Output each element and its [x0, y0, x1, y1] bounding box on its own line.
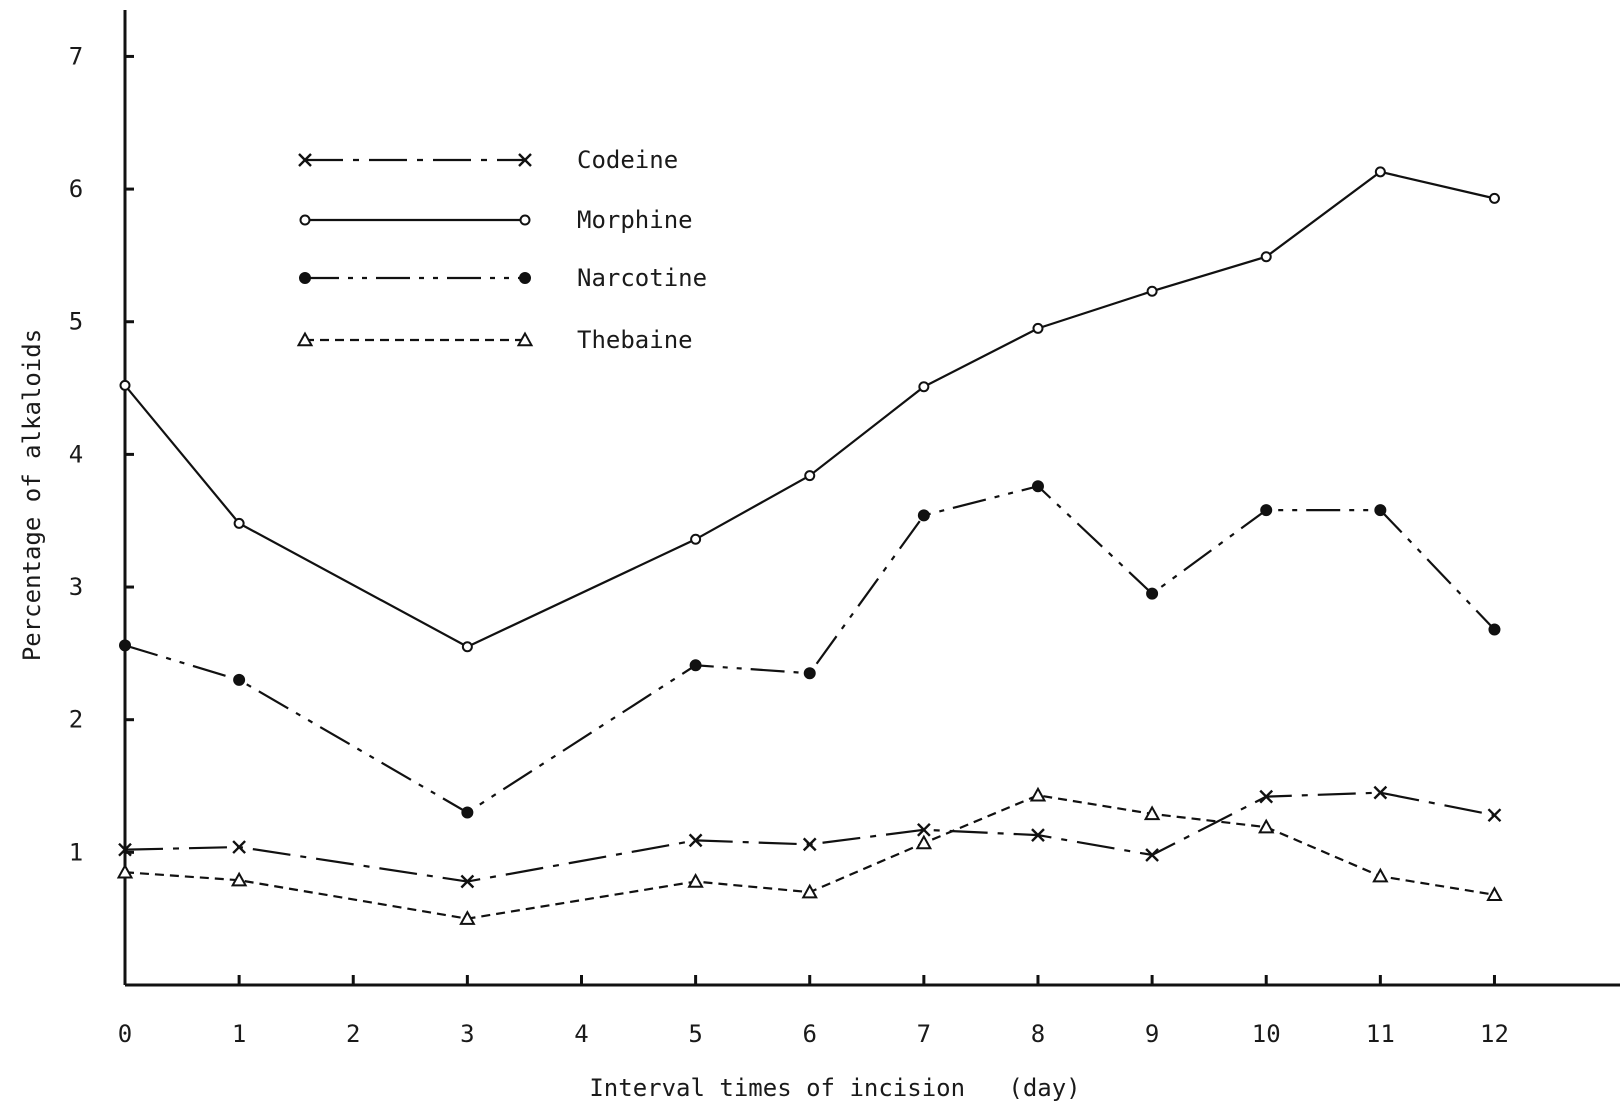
series-narcotine-point-marker	[803, 667, 816, 680]
series-thebaine-point-marker	[116, 863, 134, 879]
x-tick-label: 9	[1145, 1020, 1159, 1048]
series-narcotine-point-marker	[1146, 587, 1159, 600]
y-tick-label: 2	[69, 706, 83, 734]
legend-morphine-marker	[519, 214, 531, 226]
legend-item-morphine: Morphine	[299, 206, 693, 234]
x-tick-label: 1	[232, 1020, 246, 1048]
series-narcotine-point-marker	[917, 509, 930, 522]
y-tick-label: 6	[69, 175, 83, 203]
legend-thebaine-marker	[516, 331, 534, 347]
series-narcotine-point-marker	[689, 659, 702, 672]
legend-morphine-marker	[299, 214, 311, 226]
series-codeine-point-marker	[802, 837, 817, 852]
series-thebaine	[116, 786, 1503, 925]
y-tick-label: 5	[69, 308, 83, 336]
series-morphine-line	[124, 170, 1495, 648]
x-tick-label: 0	[118, 1020, 132, 1048]
legend-item-thebaine: Thebaine	[296, 326, 693, 354]
x-tick-label: 11	[1366, 1020, 1395, 1048]
series-morphine-point-marker	[1488, 192, 1500, 204]
series-morphine-point-marker	[1374, 166, 1386, 178]
x-tick-label: 10	[1252, 1020, 1281, 1048]
series-narcotine-point-marker	[1374, 504, 1387, 517]
legend-narcotine-marker	[299, 272, 311, 284]
series-codeine-point-marker	[118, 842, 132, 857]
series-thebaine-point-marker	[1486, 886, 1503, 901]
x-ticks: 0 1 2 3 4 5 6 7 8 9 10 11 12	[118, 975, 1509, 1048]
series-narcotine	[119, 480, 1501, 819]
series-thebaine-point-marker	[801, 883, 818, 899]
series-codeine	[118, 785, 1502, 889]
x-tick-label: 3	[460, 1020, 474, 1048]
legend-label-narcotine: Narcotine	[577, 264, 707, 292]
series-morphine	[119, 166, 1500, 653]
series-codeine-point-marker	[1145, 848, 1159, 862]
series-morphine-point-marker	[1146, 285, 1158, 297]
series-morphine-point-marker	[1260, 251, 1272, 263]
series-morphine-point-marker	[690, 533, 702, 545]
series-layer	[116, 166, 1503, 925]
series-thebaine-point-marker	[915, 834, 933, 850]
series-thebaine-point-marker	[1029, 786, 1047, 802]
series-codeine-point-marker	[1031, 828, 1045, 842]
series-narcotine-point-marker	[1488, 623, 1501, 636]
x-tick-label: 2	[346, 1020, 360, 1048]
series-thebaine-point-marker	[1372, 867, 1389, 883]
series-narcotine-point-marker	[1260, 504, 1273, 517]
series-thebaine-point-marker	[1258, 818, 1275, 834]
legend-label-thebaine: Thebaine	[577, 326, 693, 354]
x-tick-label: 8	[1031, 1020, 1045, 1048]
legend-narcotine-marker	[519, 272, 531, 284]
series-codeine-line	[124, 791, 1495, 883]
series-codeine-point-marker	[460, 874, 475, 889]
series-codeine-point-marker	[1487, 808, 1502, 823]
legend-codeine-marker	[518, 153, 532, 167]
series-narcotine-point-marker	[461, 806, 474, 819]
x-tick-label: 4	[574, 1020, 588, 1048]
y-axis-title: Percentage of alkaloids	[18, 329, 46, 661]
y-tick-label: 1	[69, 838, 83, 866]
series-narcotine-line	[124, 485, 1496, 814]
series-morphine-point-marker	[1032, 322, 1044, 334]
legend-label-codeine: Codeine	[577, 146, 678, 174]
series-narcotine-point-marker	[119, 639, 131, 652]
x-axis-title: Interval times of incision (day)	[589, 1074, 1080, 1102]
series-thebaine-point-marker	[459, 910, 476, 925]
x-tick-label: 12	[1480, 1020, 1509, 1048]
legend-item-narcotine: Narcotine	[299, 264, 707, 292]
series-morphine-point-marker	[233, 517, 245, 529]
axes	[123, 10, 1620, 987]
series-thebaine-point-marker	[687, 872, 704, 888]
series-morphine-point-marker	[119, 379, 131, 391]
series-narcotine-point-marker	[1031, 480, 1044, 493]
y-tick-label: 7	[69, 42, 83, 70]
x-tick-label: 6	[803, 1020, 817, 1048]
y-tick-label: 4	[69, 440, 83, 468]
x-tick-label: 7	[917, 1020, 931, 1048]
series-thebaine-point-marker	[1143, 805, 1161, 821]
series-codeine-point-marker	[917, 822, 931, 837]
y-tick-label: 3	[69, 573, 83, 601]
series-morphine-point-marker	[461, 641, 473, 653]
series-codeine-point-marker	[1259, 789, 1274, 804]
series-codeine-point-marker	[688, 833, 703, 848]
series-morphine-point-marker	[804, 470, 816, 482]
legend-codeine-marker	[298, 153, 312, 167]
series-morphine-point-marker	[918, 381, 930, 393]
legend: Codeine Morphine Narcotine Thebaine	[296, 146, 707, 354]
legend-item-codeine: Codeine	[298, 146, 678, 174]
legend-label-morphine: Morphine	[577, 206, 693, 234]
series-codeine-point-marker	[232, 840, 246, 854]
legend-thebaine-marker	[296, 331, 314, 347]
series-thebaine-line	[124, 794, 1495, 920]
y-ticks: 1 2 3 4 5 6 7	[69, 42, 134, 866]
series-narcotine-point-marker	[233, 673, 246, 686]
series-codeine-point-marker	[1373, 785, 1388, 800]
series-thebaine-point-marker	[230, 871, 248, 887]
x-tick-label: 5	[688, 1020, 702, 1048]
